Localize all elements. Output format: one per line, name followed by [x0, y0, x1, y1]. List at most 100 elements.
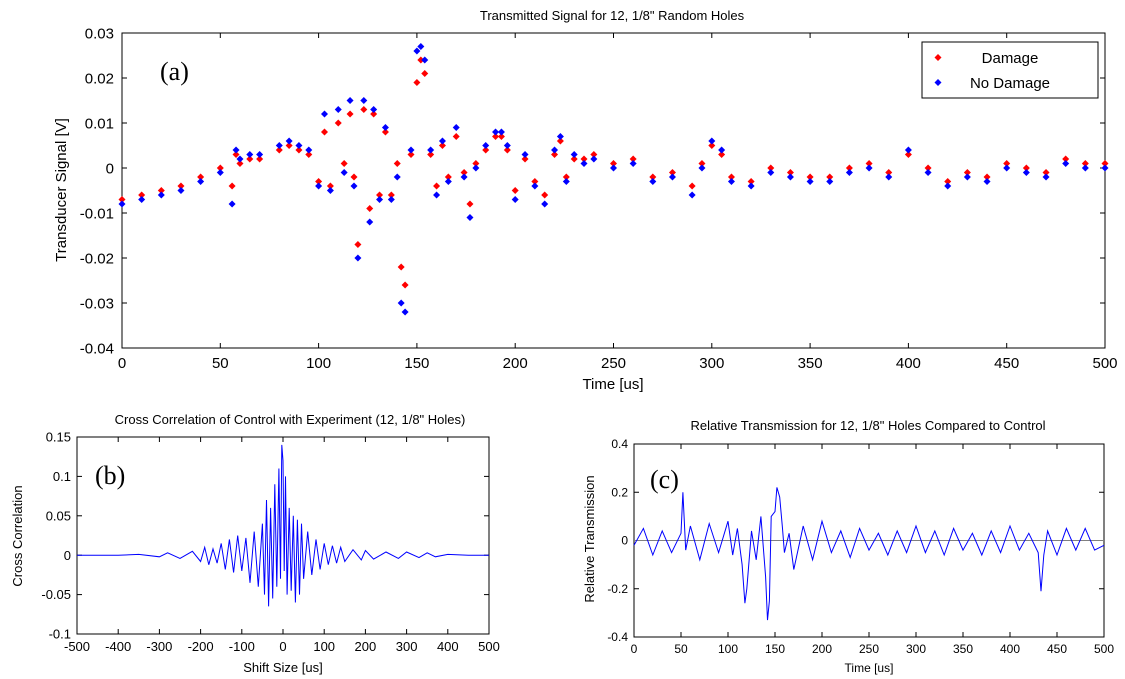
chart-b-marks — [77, 444, 489, 607]
data-point-damage — [326, 182, 334, 190]
data-point-damage — [718, 151, 726, 158]
chart-c-xtick-label: 0 — [631, 642, 638, 656]
data-point-no-damage — [387, 196, 395, 203]
chart-a-xtick-label: 250 — [601, 355, 626, 372]
chart-a: Transmitted Signal for 12, 1/8" Random H… — [53, 8, 1118, 393]
chart-b: Cross Correlation of Control with Experi… — [10, 412, 500, 675]
chart-c-axes: 0 50 100 150 200 250 300 350 400 450 500 -0.4 -0.2 0 0… — [607, 437, 1114, 656]
chart-c-xtick-label: 450 — [1047, 642, 1067, 656]
data-point-damage — [1022, 164, 1030, 172]
chart-a-xlabel: Time [us] — [582, 376, 643, 393]
legend-damage-marker — [934, 54, 942, 61]
data-point-damage — [177, 182, 185, 190]
chart-a-ytick-label: 0 — [106, 160, 114, 177]
data-point-damage — [138, 191, 146, 199]
chart-c-xtick-label: 50 — [674, 642, 688, 656]
data-point-no-damage — [320, 110, 328, 118]
data-point-no-damage — [334, 106, 342, 113]
data-point-no-damage — [570, 151, 578, 158]
chart-b-panel-label: (b) — [95, 461, 125, 490]
data-point-damage — [556, 137, 564, 145]
chart-a-ytick-label: -0.04 — [80, 340, 114, 357]
data-point-no-damage — [427, 146, 435, 154]
data-point-no-damage — [256, 151, 264, 158]
chart-c-xtick-label: 150 — [765, 642, 785, 656]
data-point-no-damage — [521, 151, 529, 158]
data-point-no-damage — [1062, 160, 1070, 167]
chart-b-title: Cross Correlation of Control with Experi… — [115, 412, 466, 427]
data-point-no-damage — [556, 133, 564, 140]
chart-b-xlabel: Shift Size [us] — [243, 660, 322, 675]
data-point-no-damage — [747, 182, 755, 190]
data-point-damage — [521, 155, 529, 163]
data-point-no-damage — [531, 182, 539, 190]
data-point-damage — [806, 173, 814, 181]
chart-a-legend: Damage No Damage — [921, 41, 1099, 99]
data-point-damage — [421, 70, 429, 77]
data-point-no-damage — [295, 142, 303, 149]
chart-c-ytick-label: 0.2 — [611, 485, 628, 499]
data-point-damage — [511, 187, 519, 194]
data-point-no-damage — [472, 164, 480, 172]
data-point-damage — [551, 151, 559, 158]
data-point-no-damage — [216, 169, 224, 176]
data-point-no-damage — [1003, 164, 1011, 172]
chart-b-xtick-label: 0 — [279, 639, 286, 654]
data-point-no-damage — [360, 97, 368, 104]
data-point-damage — [393, 160, 401, 167]
chart-b-ytick-label: 0.15 — [46, 430, 71, 445]
data-point-damage — [688, 182, 696, 190]
chart-c-xtick-label: 100 — [718, 642, 738, 656]
data-point-damage — [360, 106, 368, 113]
data-point-damage — [228, 182, 236, 190]
legend-box — [921, 41, 1099, 99]
chart-a-marks — [118, 43, 1109, 316]
data-point-damage — [315, 178, 323, 185]
data-point-no-damage — [326, 187, 334, 194]
data-point-no-damage — [885, 173, 893, 181]
chart-a-ytick-label: 0.03 — [85, 25, 114, 42]
data-point-damage — [466, 200, 474, 208]
chart-a-xtick-label: 100 — [306, 355, 331, 372]
data-point-damage — [460, 169, 468, 176]
data-point-damage — [433, 182, 441, 190]
data-point-damage — [562, 173, 570, 181]
data-point-no-damage — [376, 196, 384, 203]
chart-c-panel-label: (c) — [650, 465, 679, 494]
data-point-damage — [826, 173, 834, 181]
chart-a-ytick-label: -0.03 — [80, 295, 114, 312]
data-point-damage — [1062, 155, 1070, 163]
data-point-damage — [472, 160, 480, 167]
data-point-no-damage — [503, 142, 511, 149]
chart-a-xtick-label: 0 — [118, 355, 126, 372]
chart-a-ytick-label: -0.01 — [80, 205, 114, 222]
data-point-no-damage — [452, 124, 460, 131]
data-point-no-damage — [1081, 164, 1089, 172]
data-point-no-damage — [444, 178, 452, 185]
data-point-no-damage — [401, 308, 409, 316]
data-point-damage — [246, 155, 254, 163]
chart-b-xtick-label: 200 — [355, 639, 377, 654]
data-point-damage — [944, 178, 952, 185]
data-point-no-damage — [157, 191, 165, 199]
legend-damage-label: Damage — [982, 50, 1039, 67]
data-point-no-damage — [845, 169, 853, 176]
data-point-no-damage — [397, 299, 405, 307]
data-point-damage — [492, 133, 500, 140]
chart-c-series-line — [633, 487, 1105, 621]
data-point-no-damage — [421, 56, 429, 64]
data-point-no-damage — [963, 173, 971, 181]
data-point-damage — [708, 142, 716, 149]
data-point-no-damage — [285, 137, 293, 145]
chart-b-xtick-label: -500 — [64, 639, 90, 654]
data-point-damage — [482, 146, 490, 154]
data-point-damage — [346, 110, 354, 118]
chart-b-xtick-label: -400 — [105, 639, 131, 654]
chart-b-ytick-label: 0.1 — [53, 469, 71, 484]
data-point-no-damage — [924, 169, 932, 176]
data-point-no-damage — [417, 43, 425, 50]
data-point-no-damage — [413, 47, 421, 55]
data-point-damage — [885, 169, 893, 176]
chart-c-ytick-label: -0.2 — [607, 582, 628, 596]
